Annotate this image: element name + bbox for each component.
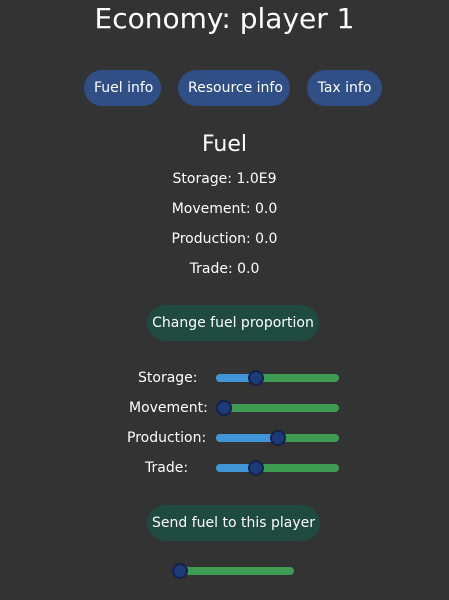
section-title-fuel: Fuel: [201, 132, 248, 157]
stat-storage: Storage: 1.0E9: [172, 171, 277, 187]
slider-knob-movement[interactable]: [216, 400, 232, 416]
slider-row-production: Production:: [0, 427, 449, 449]
slider-movement[interactable]: [216, 400, 339, 416]
slider-storage[interactable]: [216, 370, 339, 386]
slider-knob-storage[interactable]: [248, 370, 265, 386]
stat-movement: Movement: 0.0: [171, 201, 278, 217]
slider-fill-trade: [216, 464, 257, 472]
slider-row-trade: Trade:: [0, 457, 449, 479]
slider-label-trade: Trade:: [145, 460, 189, 476]
stat-production: Production: 0.0: [171, 231, 278, 247]
stat-trade: Trade: 0.0: [189, 261, 260, 277]
tab-tax-info[interactable]: Tax info: [307, 70, 382, 106]
change-fuel-proportion-button[interactable]: Change fuel proportion: [147, 305, 319, 341]
send-fuel-amount-knob[interactable]: [172, 563, 188, 579]
slider-knob-production[interactable]: [269, 430, 286, 446]
send-fuel-button[interactable]: Send fuel to this player: [147, 505, 320, 541]
tab-resource-info[interactable]: Resource info: [178, 70, 290, 106]
slider-label-production: Production:: [127, 430, 207, 446]
slider-fill-storage: [216, 374, 257, 382]
tab-bar: Fuel info Resource info Tax info: [0, 70, 449, 106]
page-title: Economy: player 1: [94, 2, 355, 35]
slider-row-movement: Movement:: [0, 397, 449, 419]
slider-knob-trade[interactable]: [248, 460, 265, 476]
slider-trade[interactable]: [216, 460, 339, 476]
tab-fuel-info[interactable]: Fuel info: [84, 70, 161, 106]
slider-label-movement: Movement:: [129, 400, 208, 416]
send-fuel-amount-slider[interactable]: [172, 563, 294, 579]
slider-production[interactable]: [216, 430, 339, 446]
slider-row-storage: Storage:: [0, 367, 449, 389]
slider-label-storage: Storage:: [138, 370, 198, 386]
slider-fill-production: [216, 434, 278, 442]
